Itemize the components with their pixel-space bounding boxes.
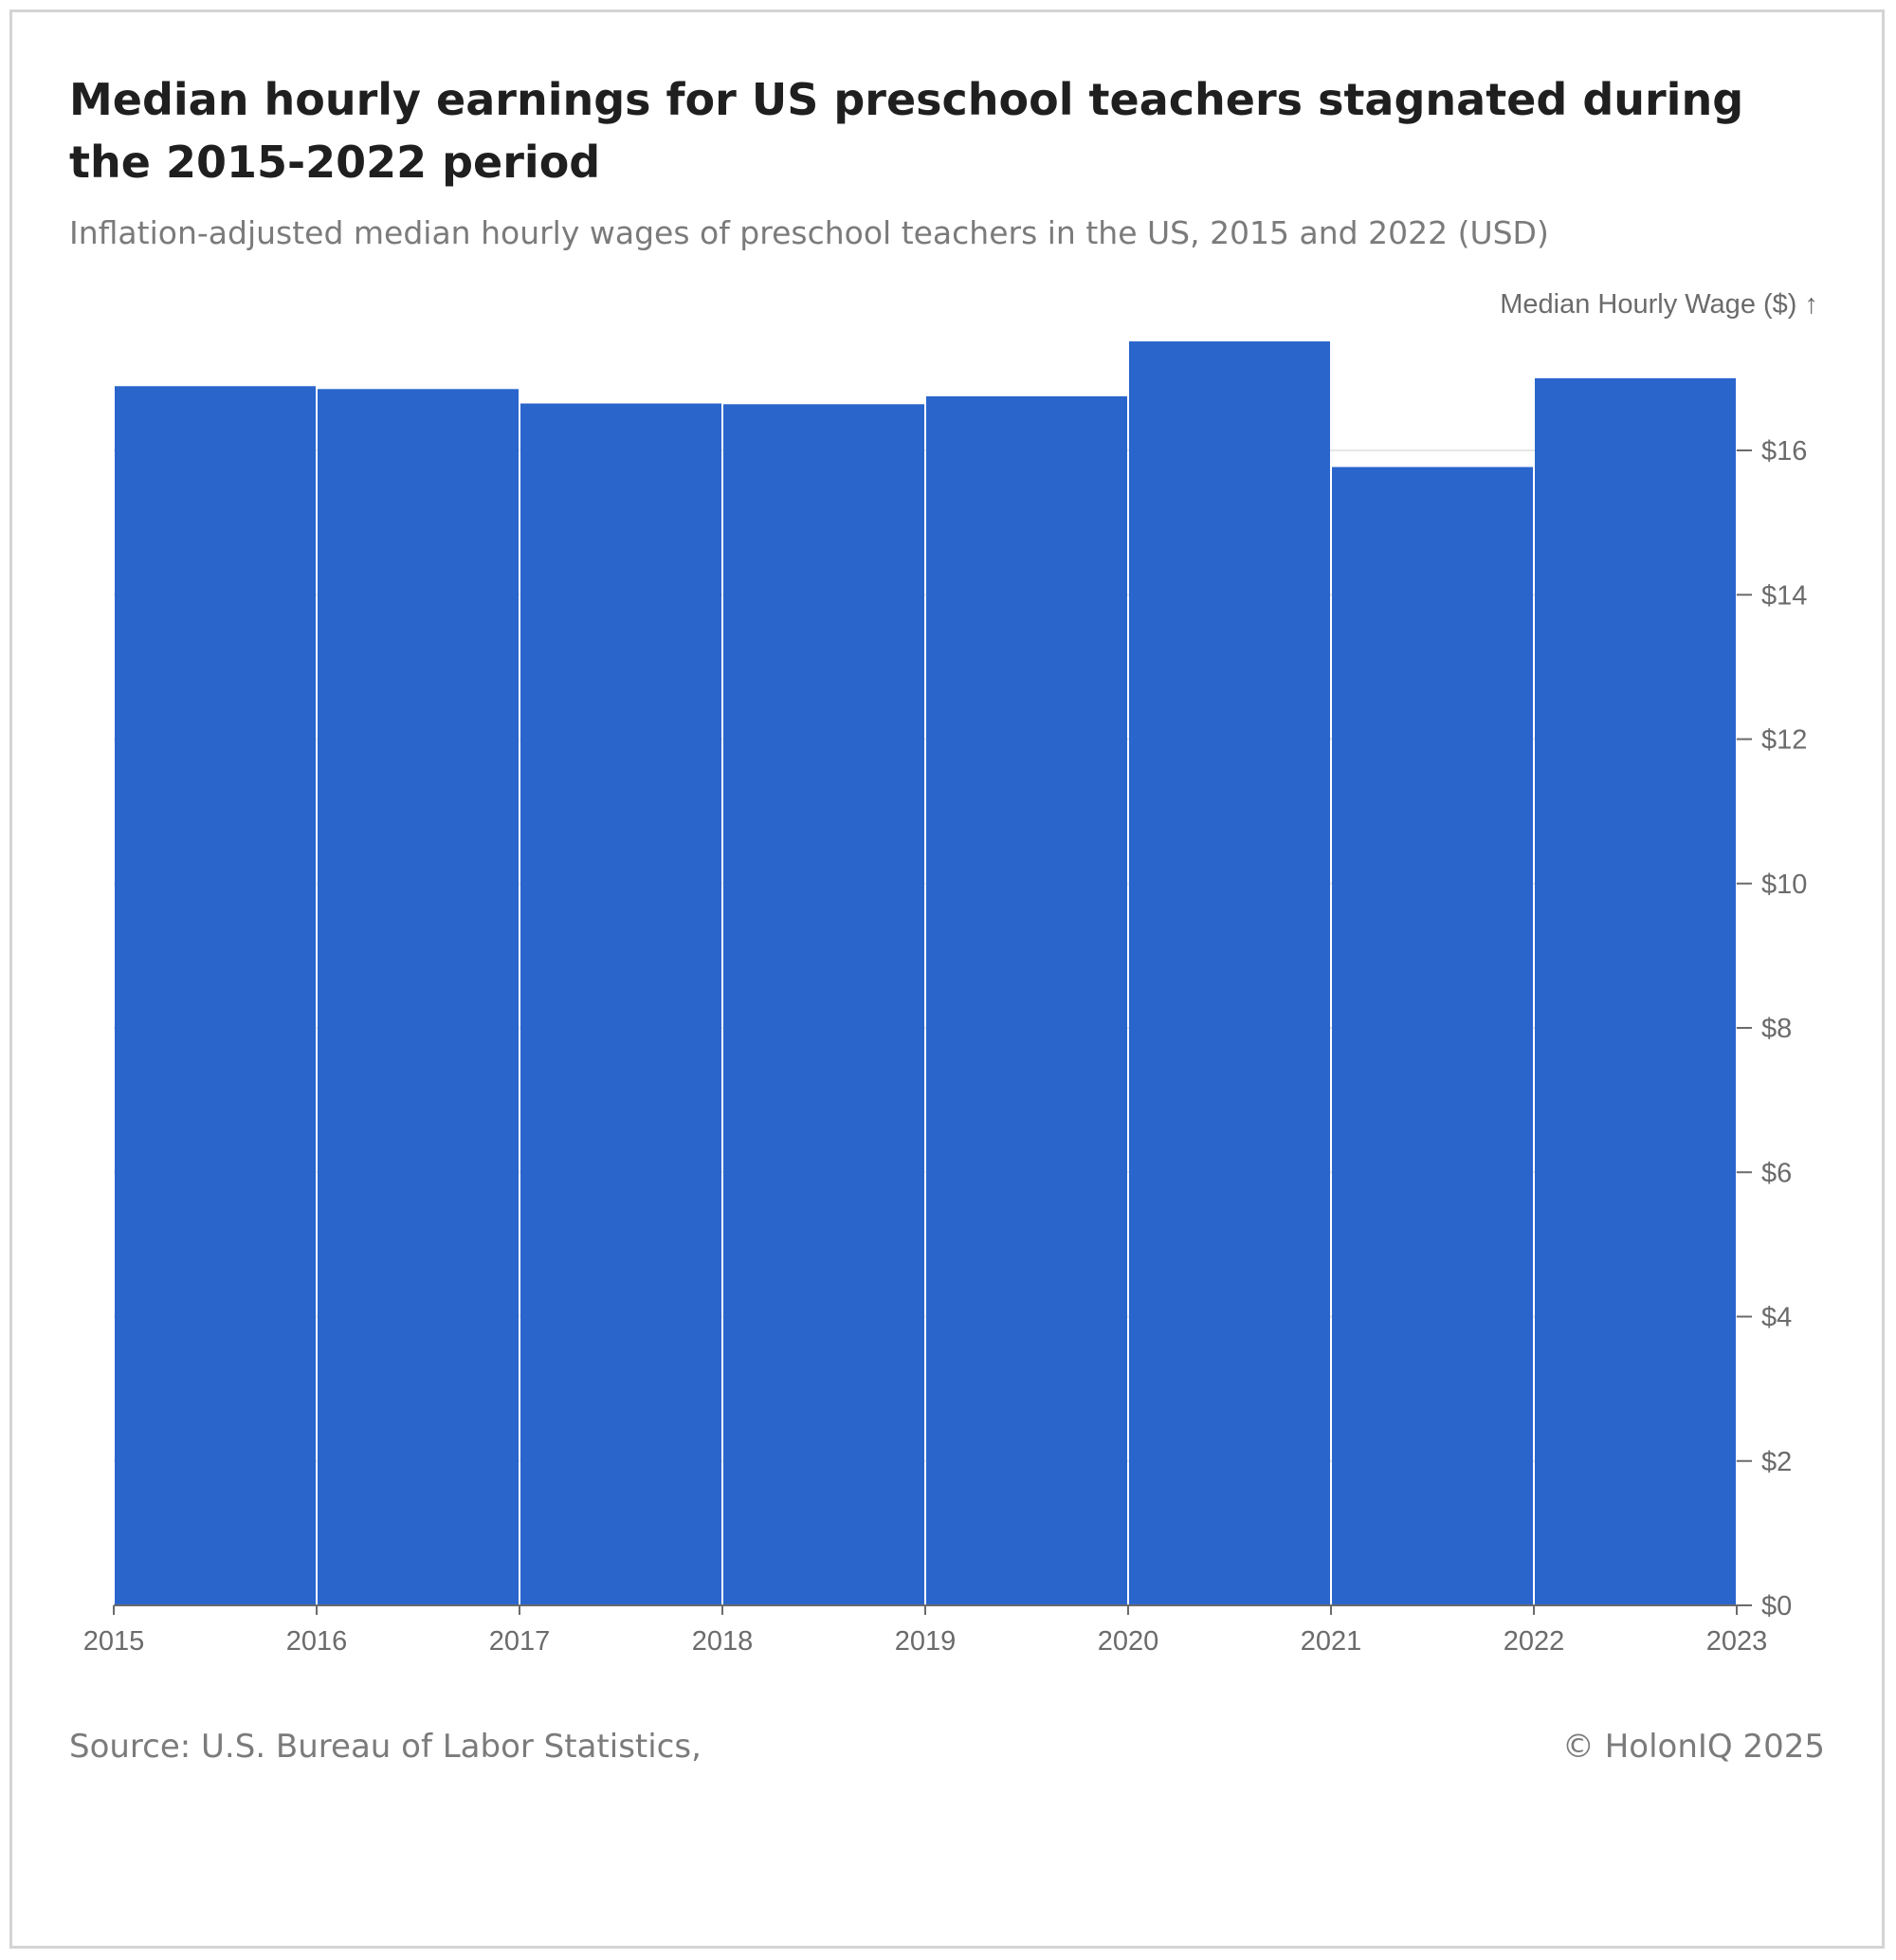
bar-chart: 2015 2016 2017 2018 2019 2020 2021 2022 2023 $0 $2… xyxy=(83,289,1818,1657)
x-tick-label: 2019 xyxy=(895,1626,957,1657)
x-tick-label: 2023 xyxy=(1706,1626,1768,1657)
y-tick-label: $12 xyxy=(1761,725,1807,756)
y-tick-label: $4 xyxy=(1761,1303,1792,1333)
y-tick-label: $8 xyxy=(1761,1014,1792,1044)
bar-2021 xyxy=(1332,467,1533,1605)
x-tick-label: 2022 xyxy=(1504,1626,1565,1657)
y-tick-label: $14 xyxy=(1761,580,1807,611)
bar-2015 xyxy=(115,386,316,1605)
bars xyxy=(115,341,1736,1606)
bar-2018 xyxy=(723,404,924,1605)
y-tick-label: $16 xyxy=(1761,436,1807,467)
y-axis-label: Median Hourly Wage ($) ↑ xyxy=(1500,289,1818,320)
chart-title: Median hourly earnings for US preschool … xyxy=(69,74,1744,188)
x-tick-label: 2017 xyxy=(489,1626,551,1657)
x-tick-label: 2021 xyxy=(1301,1626,1362,1657)
bar-2019 xyxy=(926,395,1127,1605)
chart-subtitle: Inflation-adjusted median hourly wages o… xyxy=(69,214,1549,251)
copyright-note: © HolonIQ 2025 xyxy=(1561,1728,1825,1766)
y-tick-label: $0 xyxy=(1761,1591,1792,1621)
bar-2020 xyxy=(1129,341,1330,1605)
x-tick-label: 2018 xyxy=(692,1626,754,1657)
bar-2022 xyxy=(1535,377,1736,1605)
x-tick-label: 2015 xyxy=(83,1626,145,1657)
bar-2016 xyxy=(318,389,519,1606)
bar-2017 xyxy=(520,403,721,1605)
axes: 2015 2016 2017 2018 2019 2020 2021 2022 2023 $0 $2… xyxy=(83,289,1818,1657)
source-note: Source: U.S. Bureau of Labor Statistics, xyxy=(69,1728,702,1766)
y-tick-label: $6 xyxy=(1761,1158,1792,1188)
y-tick-label: $2 xyxy=(1761,1447,1792,1477)
y-tick-label: $10 xyxy=(1761,870,1807,900)
x-tick-label: 2020 xyxy=(1098,1626,1159,1657)
x-tick-label: 2016 xyxy=(286,1626,348,1657)
